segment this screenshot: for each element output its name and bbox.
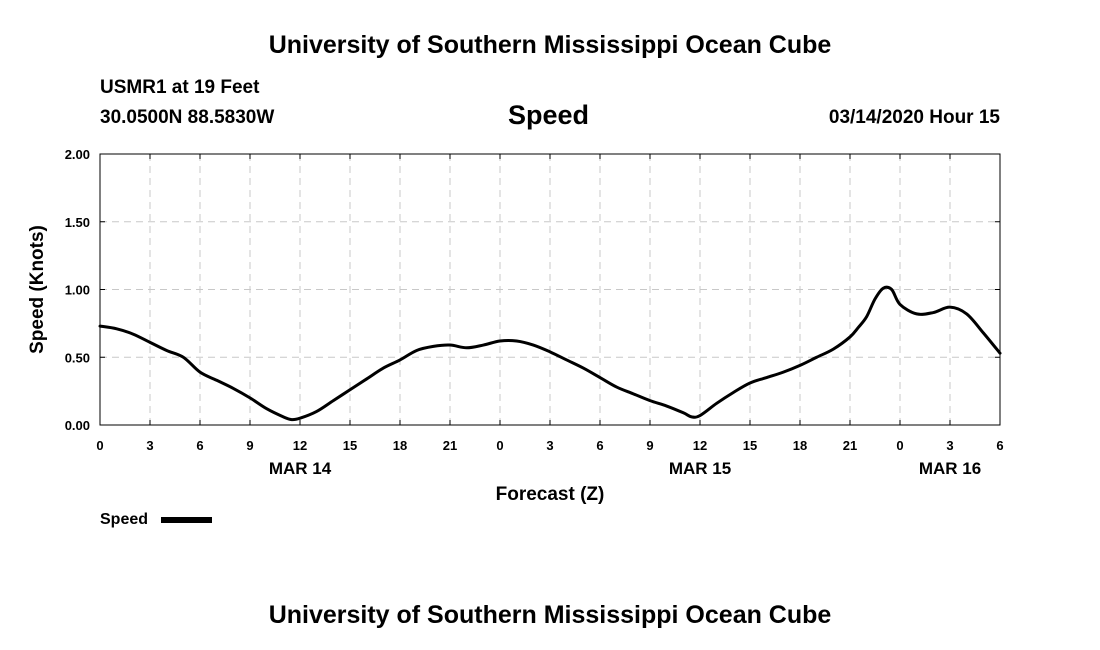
y-tick-label: 0.50 [65,350,90,365]
speed-series-line [98,285,1002,422]
x-tick-label: 18 [793,438,807,453]
coordinates-label: 30.0500N 88.5830W [100,107,275,128]
y-tick-label: 0.00 [65,418,90,433]
x-tick-label: 6 [996,438,1003,453]
date-label: MAR 15 [669,459,731,478]
x-tick-label: 21 [443,438,457,453]
x-tick-label: 15 [743,438,757,453]
x-tick-label: 9 [246,438,253,453]
series-layer [98,285,1002,422]
y-axis-title: Speed (Knots) [27,225,48,354]
x-tick-label: 12 [693,438,707,453]
x-tick-label: 3 [946,438,953,453]
x-axis-title: Forecast (Z) [496,484,605,505]
x-tick-label: 0 [496,438,503,453]
chart-title: Speed [508,100,590,130]
grid-lines [100,154,1000,425]
x-tick-label: 18 [393,438,407,453]
x-tick-label: 6 [196,438,203,453]
x-tick-label: 6 [596,438,603,453]
x-tick-label: 3 [546,438,553,453]
date-label: MAR 16 [919,459,981,478]
timestamp-label: 03/14/2020 Hour 15 [828,107,1000,128]
x-tick-label: 21 [843,438,857,453]
x-tick-label: 15 [343,438,357,453]
date-label: MAR 14 [269,459,332,478]
x-tick-label: 0 [96,438,103,453]
page-title: University of Southern Mississippi Ocean… [268,31,832,59]
y-tick-label: 2.00 [65,147,90,162]
x-tick-label: 0 [896,438,903,453]
footer-title: University of Southern Mississippi Ocean… [268,601,832,629]
x-tick-label: 9 [646,438,653,453]
x-tick-label: 12 [293,438,307,453]
axis-ticks [99,153,1001,426]
x-tick-label: 3 [146,438,153,453]
legend-label: Speed [100,511,148,528]
y-tick-label: 1.50 [65,215,90,230]
tick-labels: 0 3 6 9 12 15 18 21 0 3 6 9 12 15 18 21 0 3 6 0.00 0.50 1.00 1… [65,147,1004,478]
y-tick-label: 1.00 [65,283,90,298]
station-label: USMR1 at 19 Feet [100,77,260,98]
